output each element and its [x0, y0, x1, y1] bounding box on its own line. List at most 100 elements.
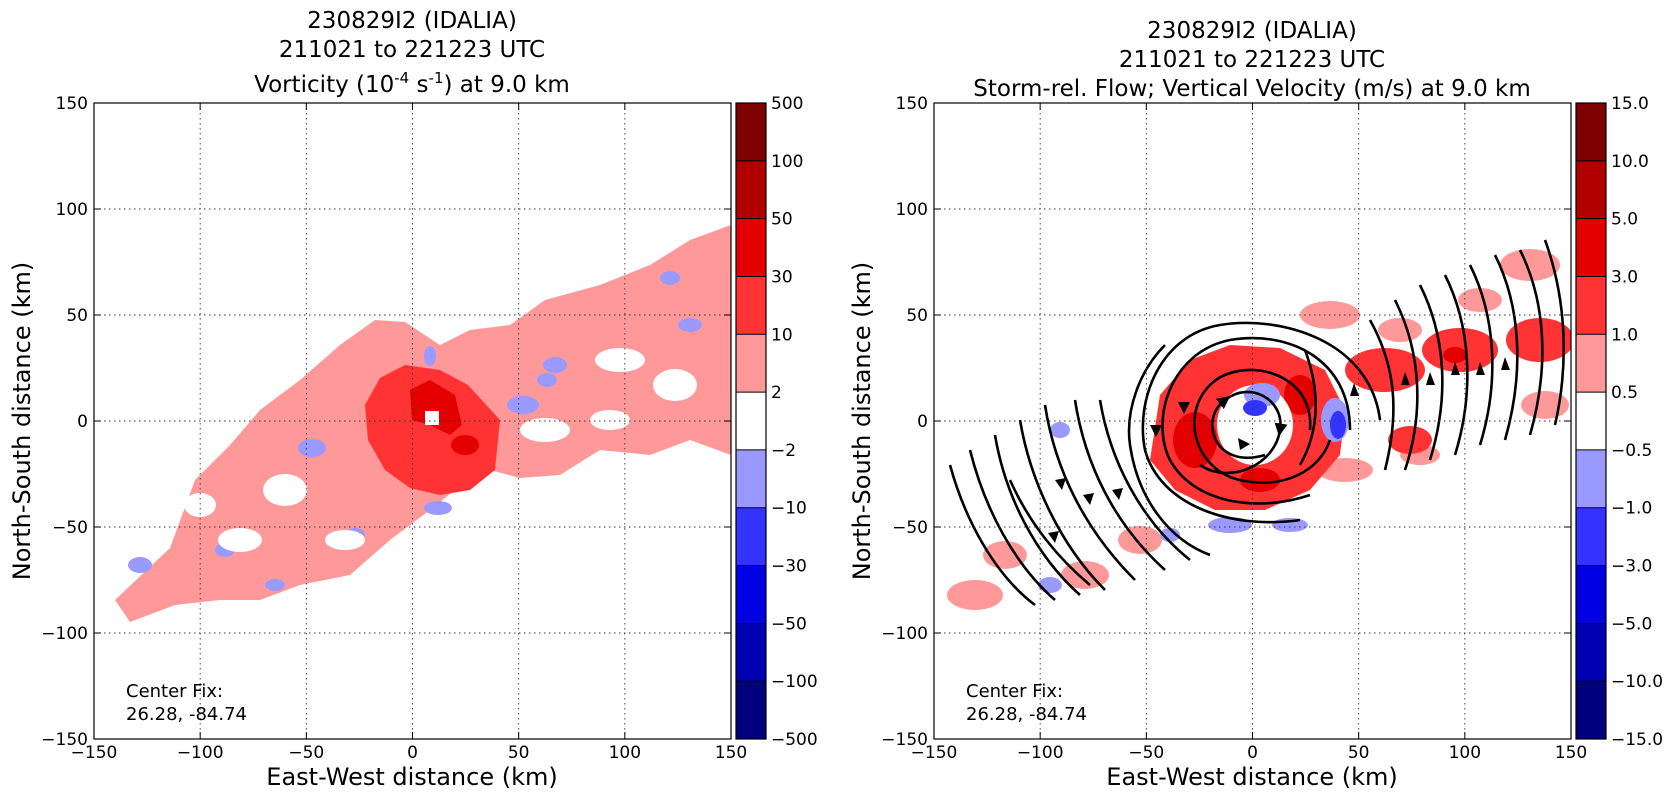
right-colorbar-tick-label: 3.0	[1611, 267, 1638, 287]
streamline	[1199, 390, 1288, 475]
streamline	[1368, 319, 1395, 471]
right-y-tick-label: 50	[906, 306, 928, 326]
colorbar-segment	[736, 160, 766, 220]
colorbar-segment	[1576, 507, 1606, 567]
left-y-tick-label: 100	[56, 200, 88, 220]
right-colorbar-tick-label: −1.0	[1611, 499, 1652, 519]
vorticity-colorbar: 500 100 50 30 10 2 −2 −10 −30 −50 −100 −500	[735, 94, 818, 750]
streamline	[1518, 249, 1544, 436]
colorbar-segment	[736, 623, 766, 682]
streamline	[948, 464, 1036, 607]
right-x-tick-label: −50	[1128, 743, 1164, 763]
streamline	[1161, 336, 1352, 505]
colorbar-segment	[736, 334, 766, 393]
left-y-tick-label: 0	[77, 412, 88, 432]
right-y-tick-label: −50	[892, 518, 928, 538]
streamline	[1468, 264, 1494, 446]
left-x-tick-label: 50	[508, 743, 530, 763]
colorbar-segment	[736, 103, 766, 162]
colorbar-segment	[736, 681, 766, 740]
right-colorbar-tick-label: 15.0	[1611, 94, 1649, 114]
left-colorbar-tick-label: 30	[771, 267, 793, 287]
colorbar-segment	[1576, 103, 1606, 162]
streamline	[1493, 254, 1519, 441]
vertical-velocity-colorbar: 15.0 10.0 5.0 3.0 1.0 0.5 −0.5 −1.0 −3.0 −5.0 −10.…	[1575, 94, 1663, 750]
colorbar-frame	[1575, 102, 1607, 740]
left-axis-ticks: −150 −100 −50 0 50 100 150 150 100 50 0 −50 −100 −150	[41, 94, 747, 763]
right-colorbar-tick-label: 5.0	[1611, 210, 1638, 230]
left-y-tick-label: 150	[56, 94, 88, 114]
colorbar-frame	[735, 102, 767, 740]
left-title-line-1: 230829I2 (IDALIA)	[307, 8, 517, 34]
left-colorbar-tick-label: −50	[771, 614, 807, 634]
streamline	[1018, 419, 1106, 591]
right-colorbar-tick-label: −10.0	[1611, 672, 1663, 692]
right-colorbar-tick-label: −3.0	[1611, 557, 1652, 577]
colorbar-segment	[1576, 681, 1606, 740]
left-colorbar-tick-label: −2	[771, 441, 796, 461]
right-colorbar-tick-label: −0.5	[1611, 441, 1652, 461]
right-x-tick-label: 50	[1348, 743, 1370, 763]
left-title-line-2: 211021 to 221223 UTC	[279, 37, 545, 63]
left-title-exponent-1: -4	[394, 69, 409, 87]
vorticity-positive-10-30	[365, 365, 500, 495]
left-title-mid: s	[409, 72, 428, 98]
colorbar-segment	[1576, 623, 1606, 682]
right-y-tick-label: −150	[881, 730, 928, 750]
right-colorbar-tick-label: 0.5	[1611, 383, 1638, 403]
colorbar-segment	[736, 449, 766, 509]
right-colorbar-tick-label: −5.0	[1611, 614, 1652, 634]
right-y-tick-label: 100	[896, 200, 928, 220]
colorbar-segment	[736, 276, 766, 335]
streamline	[1298, 349, 1317, 466]
colorbar-segment	[1576, 449, 1606, 509]
vertical-velocity-field	[947, 239, 1571, 610]
right-gridlines	[934, 103, 1571, 739]
colorbar-segment	[1576, 392, 1606, 451]
colorbar-segment	[736, 392, 766, 451]
left-x-tick-label: 100	[609, 743, 641, 763]
right-x-tick-label: 150	[1555, 743, 1587, 763]
streamline	[1393, 299, 1419, 471]
colorbar-segment	[1576, 334, 1606, 393]
vorticity-field	[115, 225, 731, 622]
left-x-tick-label: −100	[177, 743, 224, 763]
streamline	[1193, 368, 1332, 484]
colorbar-segment	[1576, 276, 1606, 335]
right-center-fix-value: 26.28, -84.74	[966, 704, 1087, 725]
left-y-axis-label: North-South distance (km)	[8, 262, 36, 581]
right-x-tick-label: 100	[1449, 743, 1481, 763]
left-colorbar-tick-label: 2	[771, 383, 782, 403]
storm-relative-streamlines	[948, 239, 1565, 607]
right-colorbar-tick-label: −15.0	[1611, 730, 1663, 750]
vertical-velocity-panel: 230829I2 (IDALIA) 211021 to 221223 UTC S…	[848, 18, 1663, 791]
vorticity-white-holes	[184, 348, 697, 552]
right-axis-ticks: −150 −100 −50 0 50 100 150 150 100 50 0 −50 −100 −150	[881, 94, 1587, 763]
left-title-exponent-2: -1	[429, 69, 444, 87]
streamline	[1008, 479, 1091, 586]
left-center-fix-value: 26.28, -84.74	[126, 704, 247, 725]
left-y-tick-label: 50	[66, 306, 88, 326]
right-y-tick-label: −100	[881, 624, 928, 644]
right-center-fix-label: Center Fix:	[966, 681, 1063, 702]
streamline	[1127, 344, 1211, 557]
right-x-axis-label: East-West distance (km)	[1106, 763, 1397, 791]
colorbar-segment	[1576, 218, 1606, 277]
streamline-arrows	[1048, 357, 1510, 543]
streamline	[993, 434, 1081, 596]
left-y-tick-label: −150	[41, 730, 88, 750]
right-title-line-3: Storm-rel. Flow; Vertical Velocity (m/s)…	[973, 76, 1531, 102]
colorbar-segment	[736, 507, 766, 567]
streamline	[1141, 321, 1382, 524]
streamline	[968, 449, 1056, 601]
left-colorbar-tick-label: −500	[771, 730, 818, 750]
colorbar-segment	[1576, 565, 1606, 624]
streamline	[1443, 274, 1469, 456]
vorticity-center-marker	[425, 411, 439, 425]
right-y-tick-label: 0	[917, 412, 928, 432]
left-colorbar-tick-label: 50	[771, 210, 793, 230]
left-colorbar-tick-label: 100	[771, 152, 803, 172]
left-colorbar-tick-label: −10	[771, 499, 807, 519]
colorbar-segment	[736, 218, 766, 277]
